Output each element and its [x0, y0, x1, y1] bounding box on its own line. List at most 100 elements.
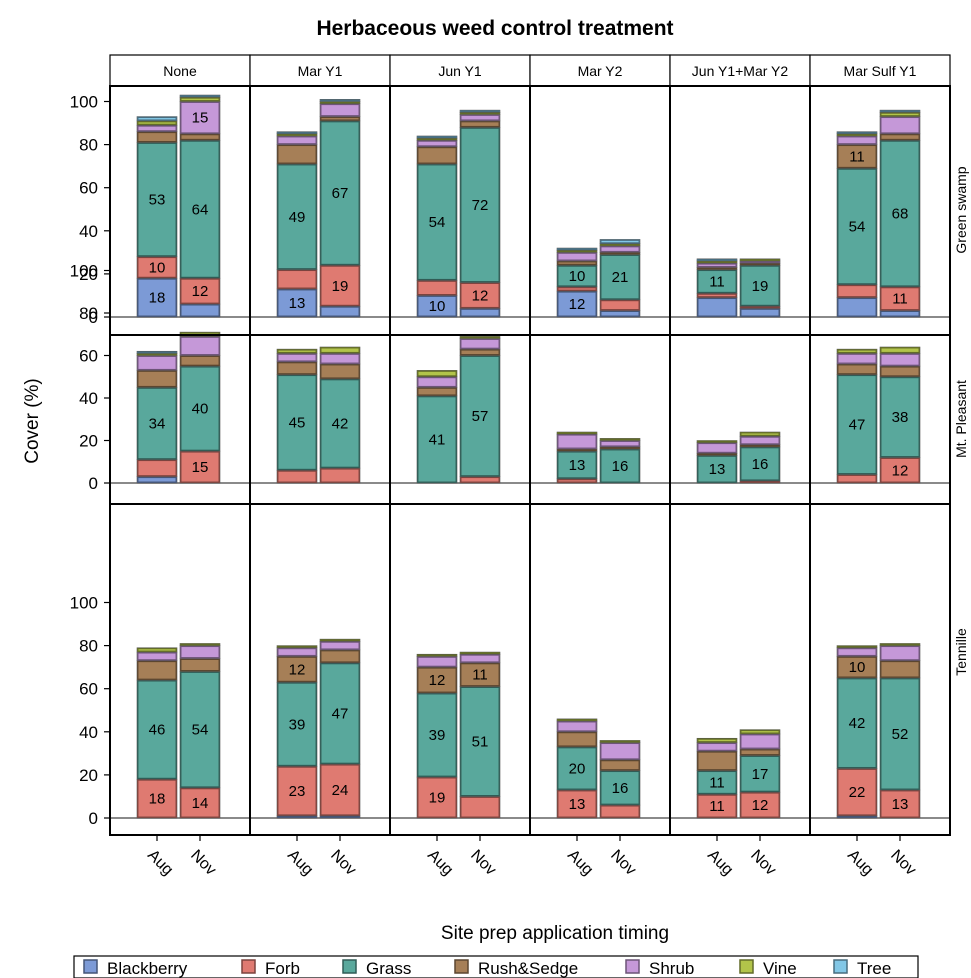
bar-segment-mt-pleasant-none-nov-shrub[interactable] — [179, 336, 221, 356]
bar-segment-green-swamp-mar-y1-aug-grass[interactable] — [276, 163, 318, 270]
bar-segment-mt-pleasant-none-aug-shrub[interactable] — [136, 355, 178, 371]
bar-segment-mt-pleasant-mar-y1-nov-grass[interactable] — [319, 378, 361, 469]
bar-segment-mt-pleasant-mar-sulf-y1-aug-vine[interactable] — [836, 348, 878, 354]
bar-segment-mt-pleasant-jun-y1-aug-shrub[interactable] — [416, 376, 458, 388]
bar-segment-mt-pleasant-mar-y1-nov-forb[interactable] — [319, 467, 361, 484]
bar-segment-mt-pleasant-mar-y1-nov-vine[interactable] — [319, 346, 361, 354]
bar-segment-green-swamp-none-aug-rush-sedge[interactable] — [136, 131, 178, 143]
bar-segment-tennille-none-aug-forb[interactable] — [136, 778, 178, 819]
bar-segment-tennille-jun-y1-aug-shrub[interactable] — [416, 656, 458, 668]
bar-segment-tennille-mar-y2-nov-forb[interactable] — [599, 804, 641, 819]
bar-segment-green-swamp-mar-y1-nov-shrub[interactable] — [319, 103, 361, 117]
bar-segment-tennille-none-nov-rush-sedge[interactable] — [179, 658, 221, 672]
bar-segment-mt-pleasant-mar-sulf-y1-nov-rush-sedge[interactable] — [879, 365, 921, 378]
bar-segment-mt-pleasant-mar-sulf-y1-nov-shrub[interactable] — [879, 353, 921, 367]
bar-segment-mt-pleasant-mar-sulf-y1-nov-grass[interactable] — [879, 376, 921, 458]
legend-item-tree[interactable]: Tree — [833, 959, 891, 978]
bar-segment-green-swamp-mar-sulf-y1-nov-shrub[interactable] — [879, 116, 921, 135]
legend-item-shrub[interactable]: Shrub — [625, 959, 694, 978]
bar-segment-tennille-jun-y1-nov-grass[interactable] — [459, 686, 501, 797]
bar-segment-tennille-none-nov-shrub[interactable] — [179, 645, 221, 659]
legend-item-grass[interactable]: Grass — [342, 959, 411, 978]
bar-segment-mt-pleasant-mar-y2-nov-grass[interactable] — [599, 448, 641, 484]
bar-segment-green-swamp-none-nov-forb[interactable] — [179, 277, 221, 305]
bar-segment-tennille-jun-y1-nov-forb[interactable] — [459, 796, 501, 819]
bar-segment-green-swamp-mar-sulf-y1-aug-forb[interactable] — [836, 284, 878, 298]
bar-segment-green-swamp-none-nov-blackberry[interactable] — [179, 303, 221, 318]
bar-segment-mt-pleasant-mar-y1-nov-shrub[interactable] — [319, 353, 361, 365]
bar-segment-mt-pleasant-mar-sulf-y1-aug-shrub[interactable] — [836, 353, 878, 365]
bar-segment-mt-pleasant-mar-sulf-y1-aug-rush-sedge[interactable] — [836, 363, 878, 375]
bar-segment-tennille-mar-y1-nov-rush-sedge[interactable] — [319, 649, 361, 664]
bar-segment-tennille-mar-sulf-y1-nov-forb[interactable] — [879, 789, 921, 819]
bar-segment-tennille-mar-y1-nov-forb[interactable] — [319, 763, 361, 817]
bar-segment-tennille-mar-y1-aug-forb[interactable] — [276, 765, 318, 817]
bar-segment-tennille-mar-y2-aug-forb[interactable] — [556, 789, 598, 819]
bar-segment-tennille-mar-y1-aug-rush-sedge[interactable] — [276, 656, 318, 683]
bar-segment-mt-pleasant-mar-y2-aug-grass[interactable] — [556, 450, 598, 480]
bar-segment-mt-pleasant-none-aug-rush-sedge[interactable] — [136, 370, 178, 388]
bar-segment-mt-pleasant-none-aug-grass[interactable] — [136, 387, 178, 460]
bar-segment-tennille-none-aug-grass[interactable] — [136, 679, 178, 780]
bar-segment-tennille-jun-y1-mar-y2-nov-forb[interactable] — [739, 791, 781, 819]
bar-segment-tennille-jun-y1-mar-y2-nov-shrub[interactable] — [739, 733, 781, 750]
bar-segment-tennille-jun-y1-mar-y2-nov-vine[interactable] — [739, 729, 781, 735]
bar-segment-mt-pleasant-mar-sulf-y1-aug-grass[interactable] — [836, 374, 878, 475]
bar-segment-tennille-none-aug-vine[interactable] — [136, 647, 178, 653]
bar-segment-tennille-mar-y1-nov-grass[interactable] — [319, 662, 361, 765]
bar-segment-green-swamp-jun-y1-mar-y2-aug-blackberry[interactable] — [696, 297, 738, 318]
bar-segment-green-swamp-none-aug-blackberry[interactable] — [136, 277, 178, 318]
bar-segment-mt-pleasant-none-nov-grass[interactable] — [179, 365, 221, 452]
bar-segment-tennille-jun-y1-aug-rush-sedge[interactable] — [416, 666, 458, 694]
bar-segment-tennille-mar-y2-nov-grass[interactable] — [599, 770, 641, 806]
bar-segment-mt-pleasant-jun-y1-aug-vine[interactable] — [416, 370, 458, 378]
bar-segment-tennille-mar-y2-aug-rush-sedge[interactable] — [556, 731, 598, 748]
bar-segment-green-swamp-jun-y1-aug-forb[interactable] — [416, 280, 458, 296]
bar-segment-mt-pleasant-jun-y1-nov-grass[interactable] — [459, 355, 501, 477]
bar-segment-green-swamp-none-aug-tree[interactable] — [136, 116, 178, 122]
bar-segment-mt-pleasant-mar-y1-aug-forb[interactable] — [276, 469, 318, 484]
bar-segment-mt-pleasant-jun-y1-mar-y2-nov-vine[interactable] — [739, 431, 781, 437]
bar-segment-tennille-none-nov-forb[interactable] — [179, 787, 221, 819]
bar-segment-mt-pleasant-mar-y1-aug-grass[interactable] — [276, 374, 318, 471]
bar-segment-tennille-mar-sulf-y1-nov-shrub[interactable] — [879, 645, 921, 661]
bar-segment-green-swamp-jun-y1-nov-grass[interactable] — [459, 127, 501, 283]
bar-segment-green-swamp-mar-y1-nov-forb[interactable] — [319, 264, 361, 307]
bar-segment-tennille-mar-sulf-y1-nov-grass[interactable] — [879, 677, 921, 791]
bar-segment-mt-pleasant-mar-sulf-y1-nov-vine[interactable] — [879, 346, 921, 354]
bar-segment-green-swamp-jun-y1-aug-grass[interactable] — [416, 163, 458, 281]
bar-segment-tennille-jun-y1-mar-y2-aug-vine[interactable] — [696, 737, 738, 743]
bar-segment-green-swamp-none-nov-grass[interactable] — [179, 139, 221, 279]
bar-segment-green-swamp-jun-y1-mar-y2-nov-grass[interactable] — [739, 264, 781, 307]
bar-segment-mt-pleasant-jun-y1-mar-y2-nov-grass[interactable] — [739, 446, 781, 482]
bar-segment-green-swamp-mar-y2-nov-grass[interactable] — [599, 254, 641, 301]
bar-segment-tennille-mar-sulf-y1-aug-forb[interactable] — [836, 768, 878, 817]
bar-segment-green-swamp-jun-y1-nov-forb[interactable] — [459, 282, 501, 309]
bar-segment-green-swamp-mar-y1-aug-rush-sedge[interactable] — [276, 144, 318, 165]
bar-segment-green-swamp-mar-y1-aug-forb[interactable] — [276, 269, 318, 290]
bar-segment-green-swamp-mar-sulf-y1-aug-blackberry[interactable] — [836, 297, 878, 318]
bar-segment-tennille-none-aug-rush-sedge[interactable] — [136, 660, 178, 681]
bar-segment-green-swamp-mar-y1-nov-blackberry[interactable] — [319, 305, 361, 318]
bar-segment-mt-pleasant-jun-y1-mar-y2-aug-grass[interactable] — [696, 455, 738, 484]
bar-segment-green-swamp-mar-y2-nov-tree[interactable] — [599, 239, 641, 245]
bar-segment-tennille-mar-y1-aug-grass[interactable] — [276, 681, 318, 767]
bar-segment-mt-pleasant-mar-y1-aug-vine[interactable] — [276, 348, 318, 354]
bar-segment-mt-pleasant-mar-y2-aug-shrub[interactable] — [556, 433, 598, 450]
bar-segment-tennille-jun-y1-mar-y2-nov-grass[interactable] — [739, 755, 781, 793]
bar-segment-tennille-mar-y2-aug-shrub[interactable] — [556, 720, 598, 733]
bar-segment-tennille-mar-sulf-y1-nov-rush-sedge[interactable] — [879, 660, 921, 679]
bar-segment-green-swamp-mar-sulf-y1-aug-grass[interactable] — [836, 168, 878, 285]
bar-segment-mt-pleasant-none-aug-forb[interactable] — [136, 459, 178, 477]
bar-segment-green-swamp-none-aug-grass[interactable] — [136, 142, 178, 257]
legend-item-vine[interactable]: Vine — [739, 959, 797, 978]
legend-item-forb[interactable]: Forb — [241, 959, 300, 978]
bar-segment-mt-pleasant-mar-y1-nov-rush-sedge[interactable] — [319, 363, 361, 380]
bar-segment-tennille-mar-y2-aug-grass[interactable] — [556, 746, 598, 791]
bar-segment-mt-pleasant-none-nov-forb[interactable] — [179, 450, 221, 484]
bar-segment-mt-pleasant-jun-y1-mar-y2-aug-shrub[interactable] — [696, 442, 738, 454]
bar-segment-tennille-jun-y1-aug-grass[interactable] — [416, 692, 458, 778]
bar-segment-tennille-mar-y2-nov-shrub[interactable] — [599, 742, 641, 761]
bar-segment-green-swamp-mar-y2-aug-blackberry[interactable] — [556, 290, 598, 318]
bar-segment-green-swamp-mar-y1-aug-blackberry[interactable] — [276, 288, 318, 318]
